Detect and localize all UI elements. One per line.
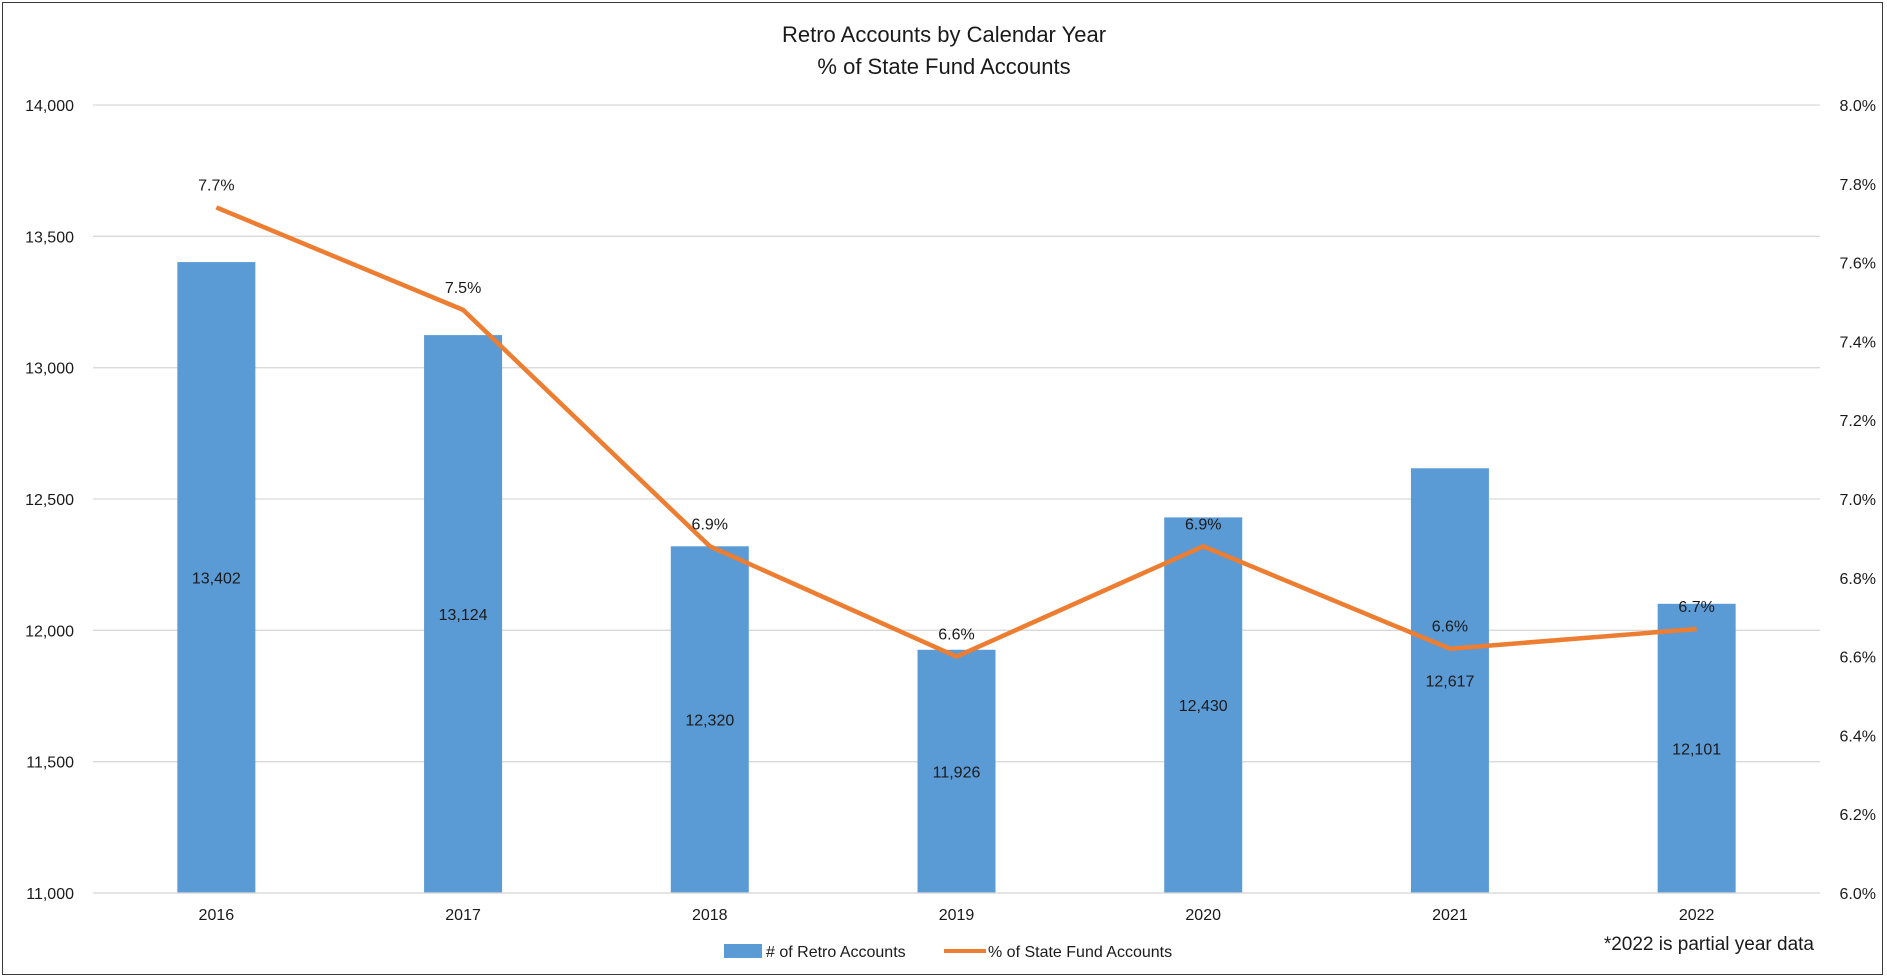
line-value-label: 6.6% [1432, 619, 1468, 636]
line-value-label: 6.7% [1678, 599, 1714, 616]
right-tick-label: 6.6% [1840, 650, 1876, 667]
bar-value-label: 12,430 [1179, 698, 1228, 715]
line-data-labels: 7.7% 7.5% 6.9% 6.6% 6.9% 6.6% 6.7% [198, 177, 1715, 643]
right-tick-label: 6.8% [1840, 571, 1876, 588]
right-tick-label: 6.2% [1840, 807, 1876, 824]
x-tick-label: 2022 [1679, 907, 1715, 924]
legend-label-bars: # of Retro Accounts [766, 944, 906, 961]
x-tick-label: 2017 [445, 907, 481, 924]
right-tick-label: 8.0% [1840, 98, 1876, 115]
chart-title-line-2: % of State Fund Accounts [817, 54, 1070, 79]
bar-value-label: 12,320 [685, 713, 734, 730]
bar [1657, 603, 1736, 893]
right-tick-label: 7.0% [1840, 492, 1876, 509]
bar-value-label: 11,926 [933, 764, 981, 781]
bar [177, 262, 256, 893]
left-tick-label: 13,000 [25, 361, 74, 378]
right-axis-ticks: 6.0% 6.2% 6.4% 6.6% 6.8% 7.0% 7.2% 7.4% 7.6% 7.8%… [1840, 98, 1876, 903]
line-value-label: 7.5% [445, 280, 481, 297]
left-tick-label: 11,500 [26, 755, 74, 772]
x-tick-label: 2020 [1185, 907, 1221, 924]
line-series [215, 205, 1697, 659]
x-tick-label: 2021 [1432, 907, 1468, 924]
right-tick-label: 6.4% [1840, 728, 1876, 745]
bar [917, 649, 996, 893]
bar-data-labels: 13,402 13,124 12,320 11,926 12,430 12,617 12,1… [192, 571, 1721, 782]
line-value-label: 7.7% [198, 177, 234, 194]
legend-swatch-bars [724, 944, 762, 958]
bar-value-label: 12,617 [1425, 674, 1474, 691]
bar-value-label: 13,124 [439, 607, 488, 624]
line-value-label: 6.9% [692, 516, 728, 533]
line-value-label: 6.6% [938, 627, 974, 644]
left-tick-label: 13,500 [25, 229, 74, 246]
x-tick-label: 2016 [199, 907, 235, 924]
bar [1410, 468, 1489, 893]
right-tick-label: 7.2% [1840, 413, 1876, 430]
bar [670, 546, 749, 893]
left-tick-label: 12,500 [25, 492, 74, 509]
left-axis-ticks: 11,000 11,500 12,000 12,500 13,000 13,500 14,0… [25, 98, 74, 903]
bar-series [177, 262, 1736, 893]
bar-value-label: 13,402 [192, 571, 241, 588]
right-tick-label: 6.0% [1840, 886, 1876, 903]
left-tick-label: 12,000 [25, 623, 74, 640]
bar [1164, 517, 1243, 893]
x-axis-ticks: 2016 2017 2018 2019 2020 2021 2022 [93, 892, 1820, 924]
line-value-label: 6.9% [1185, 516, 1221, 533]
bar-value-label: 12,101 [1672, 741, 1721, 758]
partial-year-note: *2022 is partial year data [1604, 934, 1815, 955]
chart-title: Retro Accounts by Calendar Year % of Sta… [782, 22, 1106, 79]
right-tick-label: 7.4% [1840, 334, 1876, 351]
right-tick-label: 7.8% [1840, 177, 1876, 194]
legend-label-line: % of State Fund Accounts [988, 944, 1172, 961]
x-tick-label: 2019 [939, 907, 975, 924]
legend: # of Retro Accounts % of State Fund Acco… [724, 944, 1172, 961]
x-tick-label: 2018 [692, 907, 728, 924]
bar [424, 335, 503, 893]
chart-title-line-1: Retro Accounts by Calendar Year [782, 22, 1106, 47]
right-tick-label: 7.6% [1840, 256, 1876, 273]
left-tick-label: 11,000 [26, 886, 74, 903]
left-tick-label: 14,000 [25, 98, 74, 115]
